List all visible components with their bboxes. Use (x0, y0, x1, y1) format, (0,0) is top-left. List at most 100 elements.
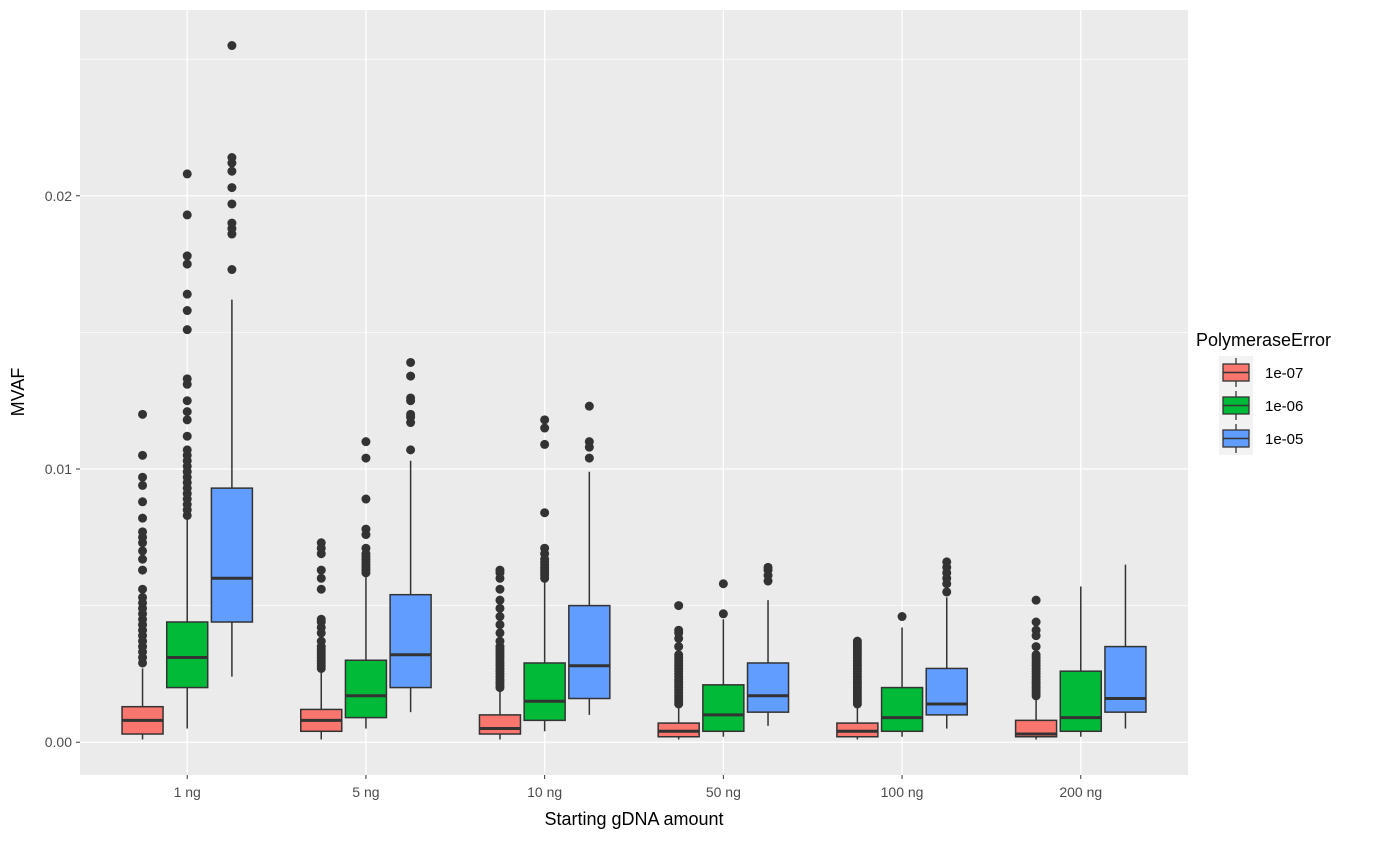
outlier-point (182, 306, 192, 316)
outlier-point (227, 183, 237, 193)
box-iqr (1104, 645, 1147, 713)
outlier-point (316, 584, 326, 594)
outlier-point (540, 415, 550, 425)
outlier-point (763, 562, 773, 572)
box-1e-07-50ng (657, 601, 700, 740)
outlier-point (227, 41, 237, 51)
outlier-point (138, 497, 148, 507)
outlier-point (1031, 617, 1041, 627)
outlier-point (495, 565, 505, 575)
outlier-point (942, 587, 952, 597)
box-1e-05-10ng (568, 401, 611, 715)
outlier-point (1031, 625, 1041, 635)
box-1e-05-50ng (746, 562, 790, 726)
y-tick-label: 0.01 (45, 461, 72, 477)
x-axis-title: Starting gDNA amount (544, 809, 723, 829)
outlier-point (718, 609, 728, 619)
box-iqr (925, 667, 968, 716)
outlier-point (584, 437, 594, 447)
outlier-point (540, 543, 550, 553)
plot-panel (80, 10, 1188, 775)
outlier-point (316, 636, 326, 646)
outlier-point (316, 614, 326, 624)
outlier-point (1031, 642, 1041, 652)
outlier-point (406, 357, 416, 367)
outlier-point (495, 612, 505, 622)
outlier-point (227, 166, 237, 176)
x-tick-label: 200 ng (1059, 784, 1102, 800)
outlier-point (361, 437, 371, 447)
y-tick-label: 0.02 (45, 188, 72, 204)
outlier-point (227, 218, 237, 228)
outlier-point (674, 601, 684, 611)
outlier-point (182, 445, 192, 455)
box-iqr (210, 487, 254, 623)
box-iqr (880, 686, 924, 733)
outlier-point (718, 579, 728, 589)
outlier-point (182, 374, 192, 384)
outlier-point (674, 642, 684, 652)
legend-label: 1e-07 (1265, 365, 1303, 382)
outlier-point (674, 625, 684, 635)
outlier-point (182, 259, 192, 269)
box-1e-07-100ng (836, 636, 879, 740)
box-1e-05-100ng (925, 557, 968, 729)
legend: PolymeraseError 1e-07 1e-06 1e-05 (1196, 330, 1331, 455)
box-iqr (746, 662, 790, 713)
outlier-point (182, 251, 192, 261)
box-iqr (702, 684, 745, 733)
outlier-point (584, 401, 594, 411)
outlier-point (182, 325, 192, 335)
outlier-point (138, 546, 148, 556)
box-iqr (568, 604, 611, 700)
box-1e-07-1ng (121, 409, 164, 740)
outlier-point (1031, 595, 1041, 605)
outlier-point (227, 153, 237, 163)
x-tick-label: 1 ng (174, 784, 201, 800)
outlier-point (138, 513, 148, 523)
legend-title: PolymeraseError (1196, 330, 1331, 350)
outlier-point (182, 289, 192, 299)
outlier-point (138, 527, 148, 537)
box-iqr (344, 659, 388, 719)
box-1e-05-200ng (1104, 564, 1147, 729)
outlier-point (182, 169, 192, 179)
outlier-point (138, 592, 148, 602)
outlier-point (540, 508, 550, 518)
outlier-point (406, 393, 416, 403)
y-tick-label: 0.00 (45, 734, 72, 750)
outlier-point (182, 415, 192, 425)
outlier-point (361, 494, 371, 504)
legend-label: 1e-06 (1265, 398, 1303, 415)
box-1e-06-1ng (165, 169, 209, 729)
outlier-point (138, 480, 148, 490)
outlier-point (138, 472, 148, 482)
box-iqr (1059, 670, 1103, 733)
outlier-point (361, 453, 371, 463)
outlier-point (138, 450, 148, 460)
outlier-point (138, 565, 148, 575)
box-1e-06-200ng (1059, 586, 1103, 737)
outlier-point (584, 453, 594, 463)
outlier-point (361, 543, 371, 553)
outlier-point (182, 210, 192, 220)
outlier-point (495, 603, 505, 613)
outlier-point (406, 445, 416, 455)
outlier-point (406, 371, 416, 381)
outlier-point (495, 620, 505, 630)
outlier-point (495, 628, 505, 638)
box-1e-06-5ng (344, 437, 388, 729)
outlier-point (495, 636, 505, 646)
outlier-point (540, 439, 550, 449)
box-iqr (165, 621, 209, 689)
outlier-point (495, 595, 505, 605)
box-iqr (478, 714, 522, 735)
outlier-point (897, 612, 907, 622)
outlier-point (227, 265, 237, 275)
y-axis-title: MVAF (8, 368, 28, 417)
outlier-point (138, 584, 148, 594)
outlier-point (316, 573, 326, 583)
x-tick-label: 5 ng (352, 784, 379, 800)
outlier-point (182, 396, 192, 406)
